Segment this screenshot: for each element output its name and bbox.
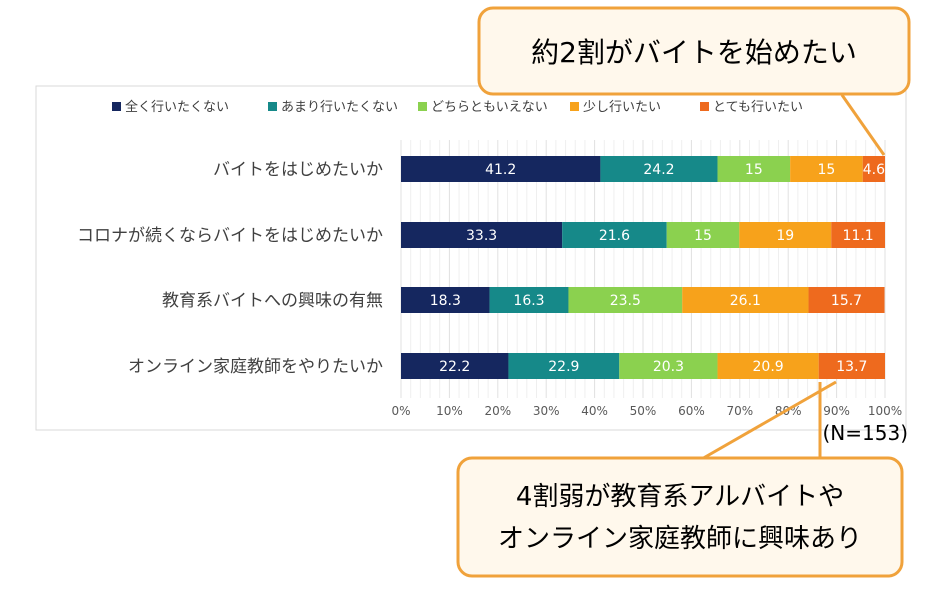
data-label: 26.1 bbox=[730, 293, 761, 309]
data-label: 24.2 bbox=[643, 162, 674, 178]
data-label: 41.2 bbox=[485, 162, 516, 178]
bar-segment bbox=[790, 156, 863, 182]
bar-segment bbox=[831, 222, 885, 248]
category-label: コロナが続くならバイトをはじめたいか bbox=[77, 226, 383, 246]
sample-size-label: (N=153) bbox=[823, 421, 909, 445]
callout-bottom: 4割弱が教育系アルバイトや オンライン家庭教師に興味あり bbox=[456, 456, 904, 578]
callout-top-connector bbox=[840, 94, 886, 156]
legend-swatch bbox=[570, 102, 579, 111]
bars: 41.2 24.2 15 15 4.6 33.3 21.6 15 19 11.1 18.3 16.3 2… bbox=[401, 156, 885, 379]
x-tick-label: 90% bbox=[823, 404, 850, 418]
legend-swatch bbox=[418, 102, 427, 111]
data-label: 19 bbox=[776, 228, 794, 244]
legend-entry: とても行いたい bbox=[713, 100, 803, 115]
legend: 全く行いたくない あまり行いたくない どちらともいえない 少し行いたい とても行いたい bbox=[112, 99, 803, 115]
x-tick-label: 0% bbox=[391, 404, 410, 418]
bar-segment bbox=[401, 287, 490, 313]
legend-entry: 少し行いたい bbox=[583, 100, 661, 115]
bar-segment bbox=[508, 353, 620, 379]
data-label: 15 bbox=[745, 162, 763, 178]
data-label: 20.9 bbox=[753, 359, 784, 375]
bar-segment bbox=[862, 156, 885, 182]
bar-segment bbox=[568, 287, 683, 313]
legend-swatch bbox=[700, 102, 709, 111]
bar-segment bbox=[401, 222, 563, 248]
data-label: 23.5 bbox=[610, 293, 641, 309]
bar-segment bbox=[562, 222, 667, 248]
bar-segment bbox=[489, 287, 569, 313]
x-tick-label: 70% bbox=[726, 404, 753, 418]
data-label: 20.3 bbox=[653, 359, 684, 375]
bar-segment bbox=[717, 353, 819, 379]
legend-entry: あまり行いたくない bbox=[281, 100, 398, 115]
bar-segment bbox=[666, 222, 740, 248]
data-label: 15 bbox=[818, 162, 836, 178]
bar-segment bbox=[600, 156, 718, 182]
bar-segment bbox=[619, 353, 718, 379]
callout-bottom-line-2: オンライン家庭教師に興味あり bbox=[498, 524, 862, 554]
data-label: 16.3 bbox=[513, 293, 544, 309]
callout-bottom-line-1: 4割弱が教育系アルバイトや bbox=[516, 482, 844, 512]
data-label: 22.9 bbox=[548, 359, 579, 375]
bar-segment bbox=[739, 222, 832, 248]
data-label: 4.6 bbox=[863, 162, 885, 178]
x-tick-label: 20% bbox=[484, 404, 511, 418]
data-label: 33.3 bbox=[466, 228, 497, 244]
callout-top: 約2割がバイトを始めたい bbox=[477, 6, 911, 96]
bar-segment bbox=[401, 353, 509, 379]
x-tick-label: 30% bbox=[533, 404, 560, 418]
data-label: 15 bbox=[694, 228, 712, 244]
bar-segment bbox=[401, 156, 601, 182]
callout-bottom-connector-2 bbox=[699, 380, 837, 462]
legend-swatch bbox=[112, 102, 121, 111]
callout-top-text: 約2割がバイトを始めたい bbox=[531, 36, 857, 69]
x-tick-label: 40% bbox=[581, 404, 608, 418]
category-label: バイトをはじめたいか bbox=[213, 160, 383, 180]
data-label: 22.2 bbox=[439, 359, 470, 375]
bar-segment bbox=[682, 287, 809, 313]
data-label: 18.3 bbox=[430, 293, 461, 309]
data-label: 15.7 bbox=[831, 293, 862, 309]
x-tick-label: 60% bbox=[678, 404, 705, 418]
x-tick-label: 10% bbox=[436, 404, 463, 418]
data-label: 11.1 bbox=[843, 228, 874, 244]
legend-entry: どちらともいえない bbox=[431, 100, 548, 115]
bar-segment bbox=[808, 287, 885, 313]
data-label: 21.6 bbox=[599, 228, 630, 244]
category-label: オンライン家庭教師をやりたいか bbox=[128, 357, 383, 377]
category-label: 教育系バイトへの興味の有無 bbox=[162, 291, 383, 311]
bar-segment bbox=[818, 353, 885, 379]
legend-entry: 全く行いたくない bbox=[125, 99, 229, 115]
x-tick-label: 100% bbox=[868, 404, 902, 418]
x-tick-label: 50% bbox=[630, 404, 657, 418]
legend-swatch bbox=[268, 102, 277, 111]
category-labels: バイトをはじめたいかコロナが続くならバイトをはじめたいか教育系バイトへの興味の有… bbox=[77, 160, 383, 377]
data-label: 13.7 bbox=[836, 359, 867, 375]
bar-segment bbox=[717, 156, 791, 182]
